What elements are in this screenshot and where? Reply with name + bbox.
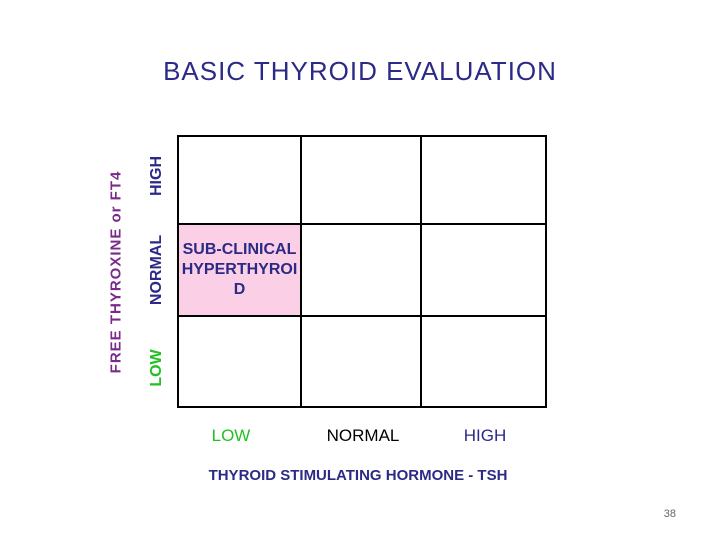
- y-axis-label: FREE THYROXINE or FT4: [107, 170, 125, 374]
- page-title: BASIC THYROID EVALUATION: [163, 56, 557, 86]
- y-level-high: HIGH: [148, 156, 165, 196]
- x-axis-label: THYROID STIMULATING HORMONE - TSH: [208, 467, 508, 484]
- y-level-normal: NORMAL: [148, 234, 165, 306]
- cell-high-high: [422, 137, 545, 225]
- x-level-normal: NORMAL: [326, 426, 400, 445]
- x-level-low: LOW: [211, 426, 251, 445]
- evaluation-grid: SUB-CLINICAL HYPERTHYROID: [177, 135, 547, 408]
- cell-subclinical-hyperthyroid: SUB-CLINICAL HYPERTHYROID: [179, 225, 302, 317]
- cell-normal-high: [422, 225, 545, 317]
- page-number: 38: [663, 508, 676, 520]
- y-level-low: LOW: [148, 349, 165, 387]
- cell-normal-normal: [302, 225, 422, 317]
- cell-high-low: [179, 137, 302, 225]
- cell-low-low: [179, 317, 302, 406]
- cell-low-normal: [302, 317, 422, 406]
- x-level-high: HIGH: [463, 426, 507, 445]
- cell-low-high: [422, 317, 545, 406]
- cell-high-normal: [302, 137, 422, 225]
